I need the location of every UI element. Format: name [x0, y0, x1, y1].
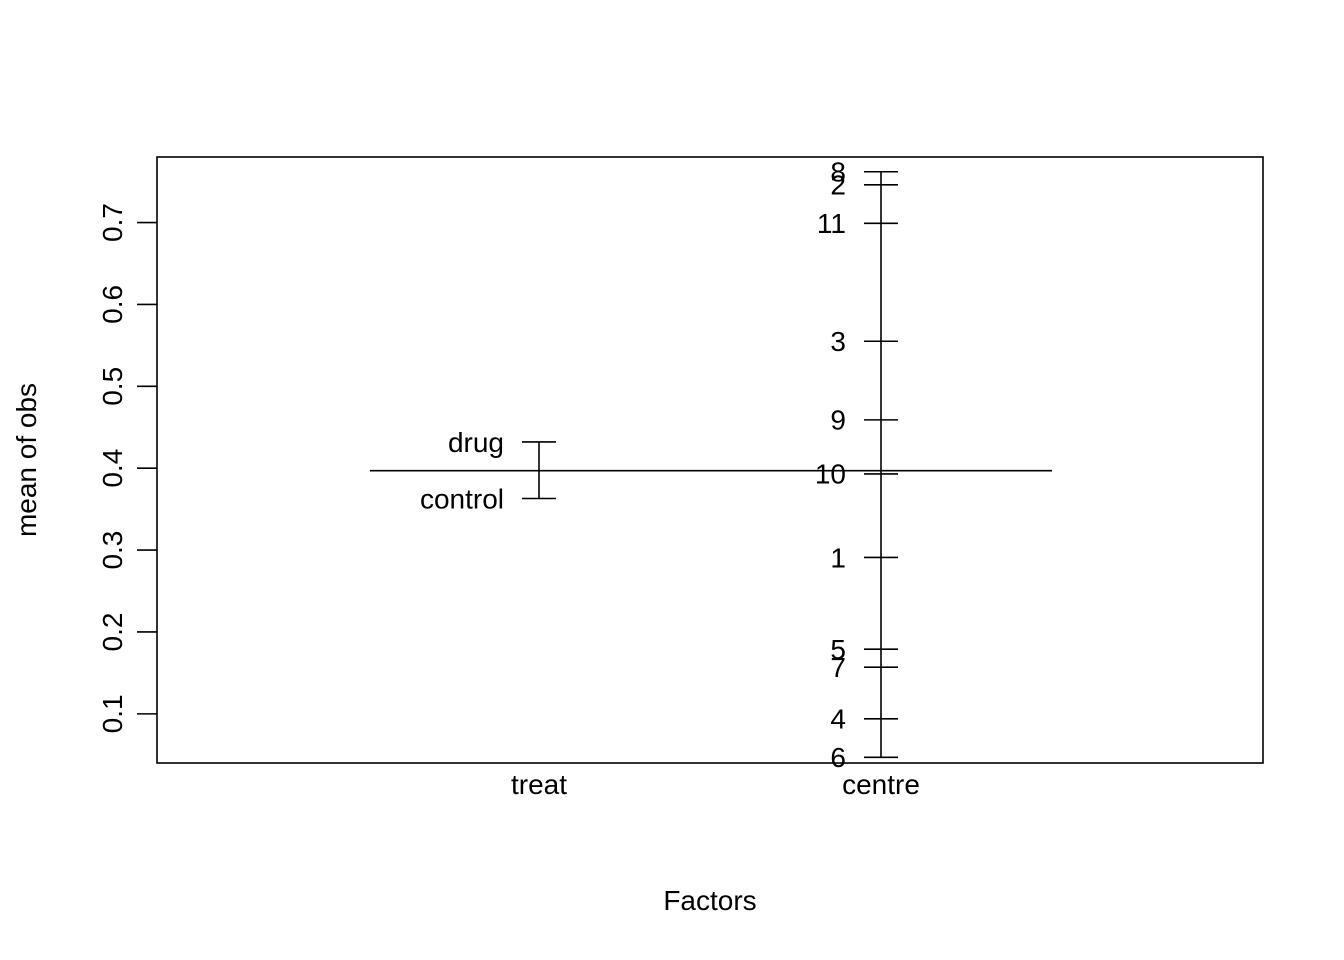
level-label-centre-6: 6 [830, 742, 846, 773]
x-axis-title: Factors [663, 885, 756, 916]
level-label-centre-2: 2 [830, 170, 846, 201]
level-label-treat-control: control [420, 483, 504, 514]
y-tick-label: 0.3 [97, 531, 128, 570]
level-label-centre-11: 11 [817, 208, 846, 239]
y-tick-label: 0.1 [97, 694, 128, 733]
y-tick-label: 0.5 [97, 367, 128, 406]
y-tick-label: 0.4 [97, 449, 128, 488]
x-axis: treat centre [511, 769, 920, 800]
level-label-centre-3: 3 [830, 326, 846, 357]
x-tick-label-centre: centre [842, 769, 920, 800]
level-label-treat-drug: drug [448, 427, 504, 458]
level-label-centre-5: 5 [830, 634, 846, 665]
chart-marks: drug control 82 11 3 9 10 1 57 4 6 [370, 157, 1052, 773]
y-tick-label: 0.7 [97, 203, 128, 242]
y-tick-label: 0.6 [97, 285, 128, 324]
y-axis: 0.1 0.2 0.3 0.4 0.5 0.6 0.7 [97, 203, 157, 733]
level-label-centre-7: 7 [830, 652, 846, 683]
level-label-centre-4: 4 [830, 704, 846, 735]
x-tick-label-treat: treat [511, 769, 567, 800]
level-label-centre-1: 1 [830, 542, 846, 573]
plot-frame [156, 156, 1264, 764]
level-label-centre-10: 10 [815, 459, 846, 490]
y-tick-label: 0.2 [97, 613, 128, 652]
level-label-centre-9: 9 [830, 405, 846, 436]
level-label-centre-8: 8 [830, 157, 846, 188]
y-axis-title: mean of obs [11, 383, 42, 537]
